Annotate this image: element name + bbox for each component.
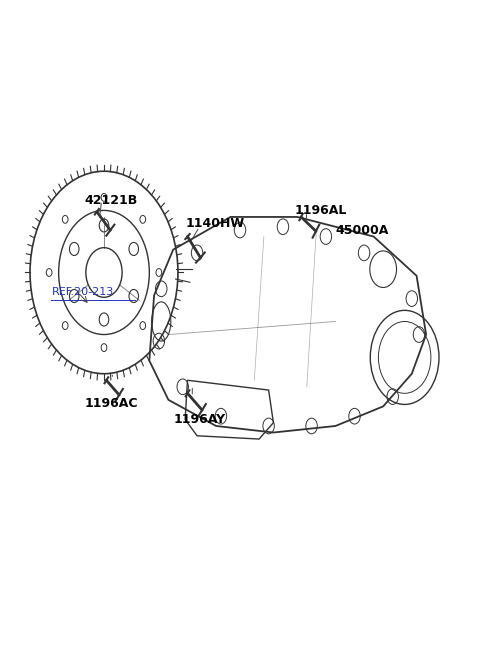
Text: 1196AY: 1196AY bbox=[173, 413, 225, 426]
Text: 1196AL: 1196AL bbox=[295, 204, 347, 217]
Text: 1140HW: 1140HW bbox=[185, 217, 244, 230]
Text: REF.20-213: REF.20-213 bbox=[51, 287, 114, 297]
Text: 1196AC: 1196AC bbox=[85, 397, 138, 409]
Text: 42121B: 42121B bbox=[85, 194, 138, 207]
Text: 45000A: 45000A bbox=[336, 224, 389, 237]
